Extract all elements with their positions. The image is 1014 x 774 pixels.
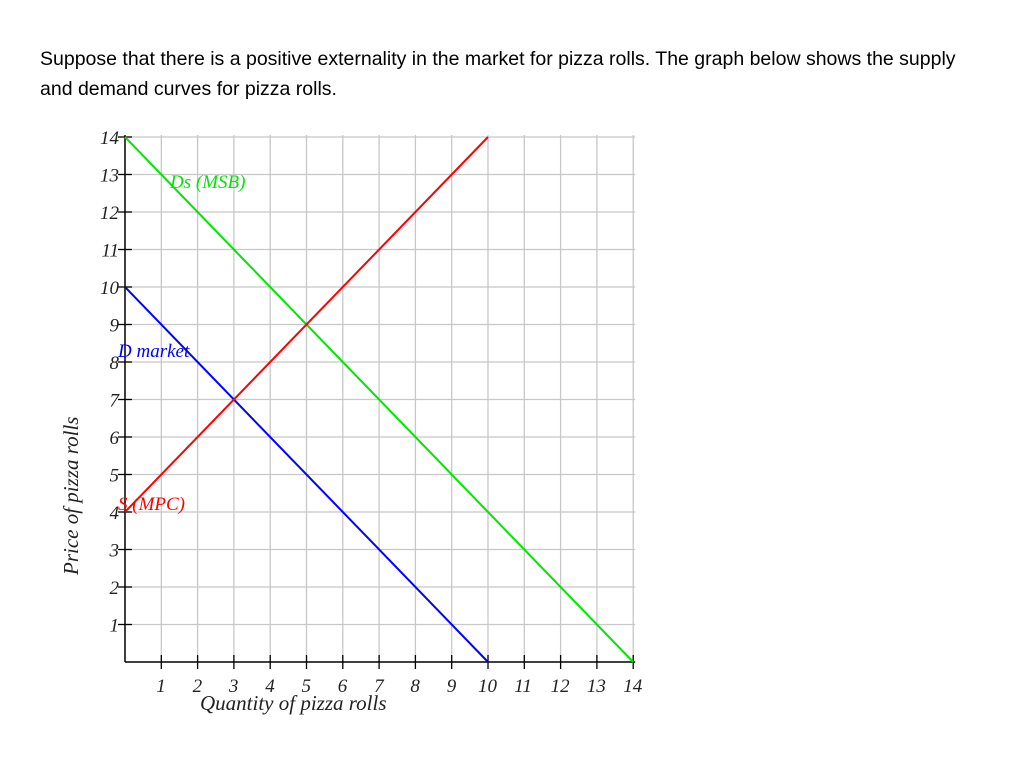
x-tick-label: 2	[193, 676, 203, 697]
x-tick-label: 10	[478, 676, 498, 697]
x-axis-title: Quantity of pizza rolls	[200, 691, 387, 715]
curve-label: Ds (MSB)	[169, 172, 245, 193]
x-tick-label: 1	[156, 676, 166, 697]
question-text: Suppose that there is a positive externa…	[40, 48, 956, 100]
curve-label: S (MPC)	[118, 494, 185, 515]
curve-label: D market	[117, 341, 190, 362]
y-tick-label: 10	[100, 278, 120, 299]
y-tick-label: 14	[100, 128, 120, 149]
x-tick-label: 6	[338, 676, 348, 697]
y-tick-label: 11	[101, 241, 119, 262]
y-tick-label: 5	[110, 466, 120, 487]
y-tick-label: 6	[110, 428, 120, 449]
y-tick-label: 4	[110, 503, 120, 524]
y-axis-title: Price of pizza rolls	[59, 417, 83, 576]
y-tick-label: 1	[110, 616, 120, 637]
axes	[124, 135, 636, 663]
x-tick-label: 8	[410, 676, 420, 697]
x-tick-label: 12	[551, 676, 571, 697]
x-tick-label: 5	[302, 676, 312, 697]
y-tick-label: 12	[100, 203, 120, 224]
x-tick-label: 3	[228, 676, 239, 697]
curves	[124, 136, 634, 663]
y-tick-label: 3	[109, 541, 120, 562]
y-tick-label: 8	[110, 353, 120, 374]
y-tick-label: 2	[110, 578, 120, 599]
x-tick-label: 11	[514, 676, 532, 697]
x-tick-label: 14	[623, 676, 643, 697]
curve-d-market	[124, 286, 489, 663]
curve-ds-msb	[124, 136, 634, 663]
x-tick-label: 13	[587, 676, 606, 697]
curve-labels: Ds (MSB) D market S (MPC)	[117, 172, 245, 515]
curve-s-mpc	[124, 136, 489, 513]
y-tick-label: 9	[110, 316, 120, 337]
x-tick-label: 4	[265, 676, 275, 697]
grid	[125, 135, 636, 662]
x-tick-label: 7	[374, 676, 385, 697]
y-tick-label: 13	[100, 166, 119, 187]
x-tick-label: 9	[447, 676, 457, 697]
y-tick-label: 7	[110, 391, 121, 412]
